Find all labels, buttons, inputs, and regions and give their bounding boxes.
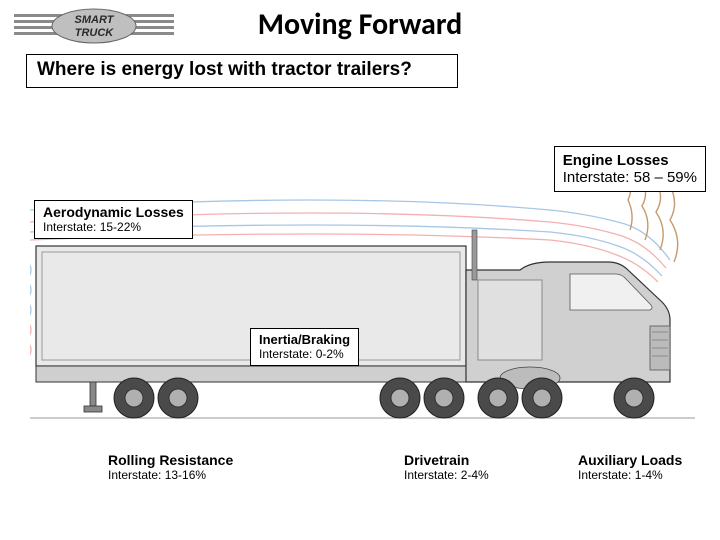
callout-engine-losses: Engine Losses Interstate: 58 – 59% (554, 146, 706, 192)
cab-wheel-rear-1 (478, 378, 518, 418)
callout-title: Inertia/Braking (259, 332, 350, 347)
question-box: Where is energy lost with tractor traile… (26, 54, 458, 88)
callout-value: Interstate: 13-16% (108, 468, 233, 482)
callout-aerodynamic-losses: Aerodynamic Losses Interstate: 15-22% (34, 200, 193, 239)
trailer-wheel-1 (114, 378, 154, 418)
callout-inertia-braking: Inertia/Braking Interstate: 0-2% (250, 328, 359, 366)
tractor-cab (466, 230, 670, 389)
callout-rolling-resistance: Rolling Resistance Interstate: 13-16% (108, 452, 233, 482)
callout-value: Interstate: 0-2% (259, 347, 350, 361)
callout-title: Aerodynamic Losses (43, 204, 184, 220)
page-title: Moving Forward (0, 6, 720, 43)
callout-value: Interstate: 1-4% (578, 468, 682, 482)
callout-title: Auxiliary Loads (578, 452, 682, 468)
trailer-wheel-4 (424, 378, 464, 418)
wheels (114, 378, 654, 418)
callout-title: Rolling Resistance (108, 452, 233, 468)
callout-title: Drivetrain (404, 452, 489, 468)
callout-value: Interstate: 58 – 59% (563, 169, 697, 186)
callout-value: Interstate: 15-22% (43, 220, 184, 234)
cab-wheel-rear-2 (522, 378, 562, 418)
trailer-wheel-3 (380, 378, 420, 418)
cab-wheel-front (614, 378, 654, 418)
callout-drivetrain: Drivetrain Interstate: 2-4% (404, 452, 489, 482)
callout-value: Interstate: 2-4% (404, 468, 489, 482)
trailer-wheel-2 (158, 378, 198, 418)
callout-auxiliary-loads: Auxiliary Loads Interstate: 1-4% (578, 452, 682, 482)
callout-title: Engine Losses (563, 152, 697, 169)
